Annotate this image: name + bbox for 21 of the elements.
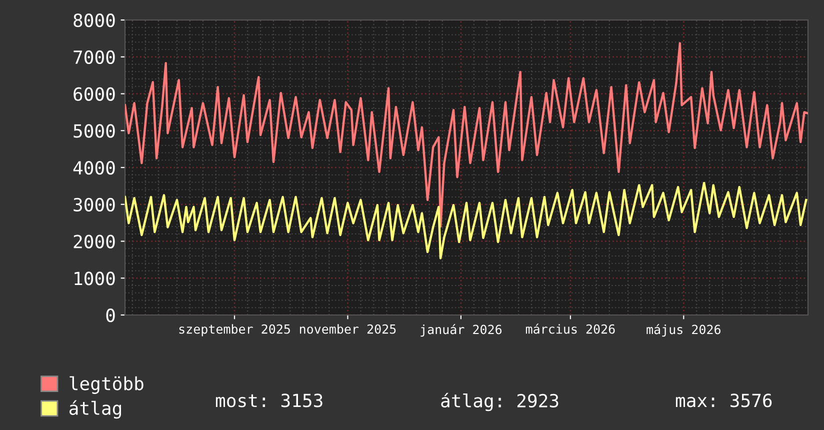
y-tick-label: 3000	[74, 198, 115, 212]
text: átlag: 2923	[441, 392, 558, 412]
line-series	[125, 42, 808, 228]
x-tick-label: március 2026	[526, 324, 615, 334]
y-tick-label: 8000	[74, 14, 115, 28]
y-tick-label: 1000	[74, 272, 115, 286]
text: max: 3576	[676, 394, 772, 408]
x-tick-label: november 2025	[300, 324, 396, 334]
x-tick-label: szeptember 2025	[179, 324, 290, 336]
y-tick-label: 7000	[74, 50, 115, 64]
x-tick-label: május 2026	[646, 324, 720, 337]
legend-label: legtöbb	[70, 376, 144, 394]
y-tick-label: 0	[106, 308, 115, 322]
y-tick-label: 4000	[73, 161, 115, 175]
y-tick-label: 2000	[74, 234, 115, 248]
text: most: 3153	[216, 394, 322, 408]
line-series	[125, 182, 808, 260]
legend-label: átlag	[70, 400, 121, 419]
y-tick-label: 6000	[74, 87, 115, 101]
y-tick-label: 5000	[74, 124, 115, 138]
x-tick-label: január 2026	[420, 324, 502, 337]
